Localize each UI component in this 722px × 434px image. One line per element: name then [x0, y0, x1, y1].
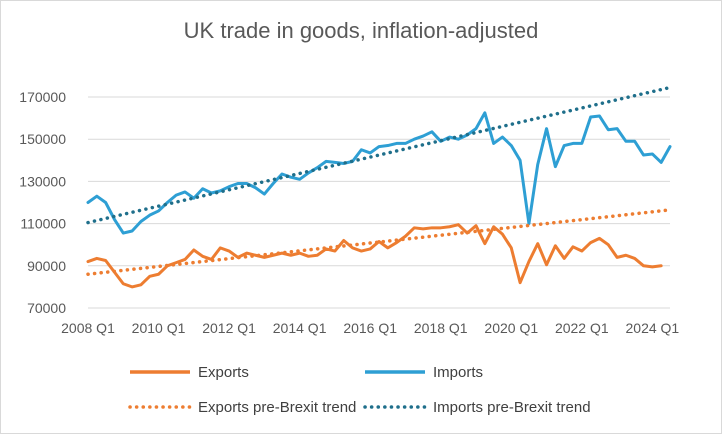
y-tick-label: 150000	[19, 131, 66, 147]
x-tick-label: 2008 Q1	[61, 320, 115, 336]
x-tick-label: 2024 Q1	[626, 320, 680, 336]
gridlines	[88, 96, 670, 309]
imports-line	[86, 111, 672, 235]
y-tick-label: 170000	[19, 89, 66, 105]
x-tick-label: 2010 Q1	[132, 320, 186, 336]
y-tick-label: 70000	[27, 300, 66, 316]
legend-label: Imports pre-Brexit trend	[433, 399, 591, 416]
y-tick-label: 90000	[27, 258, 66, 274]
x-tick-label: 2014 Q1	[273, 320, 327, 336]
y-axis-ticks: 70000 90000 110000 130000 150000 170000	[19, 89, 66, 316]
x-tick-label: 2018 Q1	[414, 320, 468, 336]
y-tick-label: 130000	[19, 173, 66, 189]
series-group	[86, 85, 672, 289]
exports-line	[86, 223, 663, 289]
x-tick-label: 2020 Q1	[484, 320, 538, 336]
x-tick-label: 2022 Q1	[555, 320, 609, 336]
imports-pre-brexit-trend-line	[86, 85, 672, 225]
chart-title: UK trade in goods, inflation-adjusted	[183, 18, 539, 43]
exports-pre-brexit-trend-line	[86, 208, 672, 276]
legend-label: Exports pre-Brexit trend	[198, 399, 356, 416]
legend: Exports Imports Exports pre-Brexit trend Im…	[128, 364, 591, 416]
y-tick-label: 110000	[20, 216, 66, 232]
x-tick-label: 2012 Q1	[202, 320, 256, 336]
x-tick-label: 2016 Q1	[343, 320, 397, 336]
x-axis-ticks: 2008 Q1 2010 Q1 2012 Q1 2014 Q1 2016 Q1 2018 …	[61, 320, 679, 336]
legend-label: Imports	[433, 364, 483, 381]
legend-label: Exports	[198, 364, 249, 381]
